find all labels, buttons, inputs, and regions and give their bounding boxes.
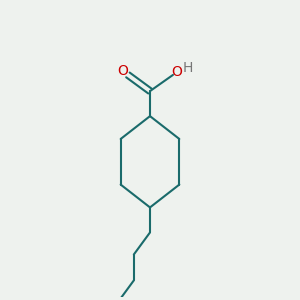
Text: H: H (183, 61, 194, 75)
Text: O: O (117, 64, 128, 78)
Text: O: O (172, 65, 182, 79)
